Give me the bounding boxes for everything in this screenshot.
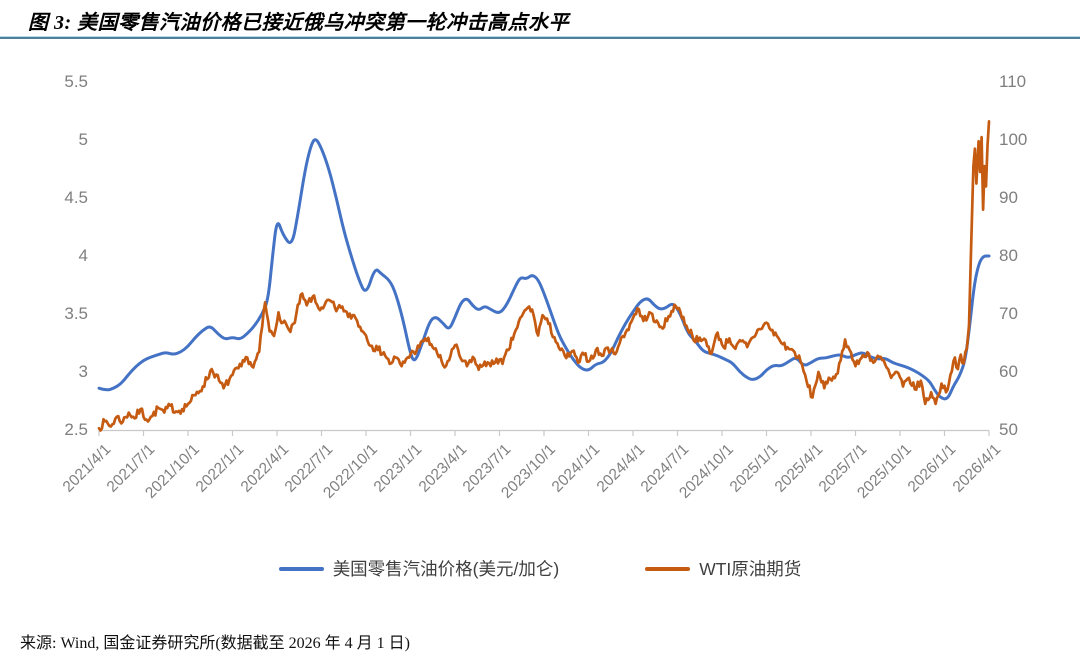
- y-left-tick-label: 5.5: [64, 72, 88, 91]
- chart-legend: 美国零售汽油价格(美元/加仑) WTI原油期货: [0, 556, 1080, 581]
- legend-line-swatch-gasoline: [278, 566, 324, 571]
- title-divider: [0, 36, 1080, 39]
- legend-line-swatch-wti: [645, 566, 691, 571]
- y-left-tick-label: 3.5: [64, 304, 88, 323]
- legend-label-wti: WTI原油期货: [699, 559, 802, 579]
- series-line-gasoline: [97, 138, 991, 401]
- y-right-tick-label: 90: [999, 188, 1018, 207]
- series-line-wti: [97, 120, 991, 432]
- y-right-tick-label: 110: [999, 72, 1027, 91]
- y-right-tick-label: 100: [999, 130, 1028, 149]
- y-left-tick-label: 2.5: [64, 420, 88, 439]
- y-left-tick-label: 4.5: [64, 188, 88, 207]
- y-left-tick-label: 4: [78, 246, 88, 265]
- y-right-tick-label: 60: [999, 362, 1018, 381]
- y-right-tick-label: 50: [999, 420, 1018, 439]
- x-axis-line: [98, 429, 990, 436]
- legend-item-gasoline: 美国零售汽油价格(美元/加仑): [278, 556, 560, 581]
- legend-label-gasoline: 美国零售汽油价格(美元/加仑): [332, 559, 560, 579]
- y-right-tick-label: 80: [999, 246, 1018, 265]
- y-right-tick-label: 70: [999, 304, 1018, 323]
- figure-title: 图 3: 美国零售汽油价格已接近俄乌冲突第一轮冲击高点水平: [28, 12, 570, 34]
- y-left-tick-label: 5: [78, 130, 88, 149]
- source-note: 来源: Wind, 国金证券研究所(数据截至 2026 年 4 月 1 日): [20, 635, 411, 652]
- y-left-tick-label: 3: [78, 362, 88, 381]
- legend-item-wti: WTI原油期货: [645, 556, 801, 581]
